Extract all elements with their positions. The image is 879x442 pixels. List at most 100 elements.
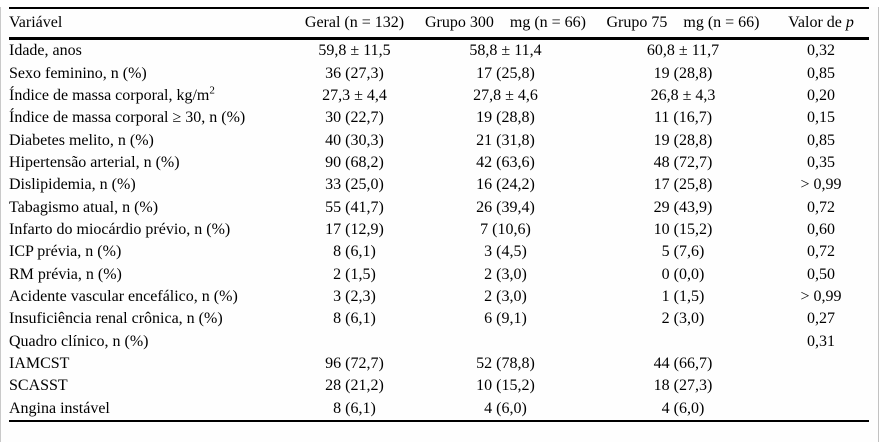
cell-value: 2 (3,0)	[661, 310, 705, 328]
table-row: ICP prévia, n (%) 8 (6,1) 3 (4,5) 5 (7,6) 0,…	[9, 241, 869, 263]
cell-value: 2 (3,0)	[484, 265, 527, 283]
cell-value: 26,8 ± 4,3	[650, 86, 716, 104]
cell-value	[773, 353, 869, 375]
cell-value: 0,72	[807, 243, 835, 261]
table-row: Dislipidemia, n (%) 33 (25,0) 16 (24,2) 17 …	[9, 174, 869, 196]
cell-value: 0 (0,0)	[661, 265, 705, 283]
cell-value: 0,35	[807, 153, 835, 171]
column-header-variavel: Variável	[9, 8, 291, 40]
cell-value: > 0,99	[800, 176, 842, 194]
cell-value	[773, 375, 869, 397]
cell-value: 30 (22,7)	[325, 109, 384, 127]
cell-value: 19 (28,8)	[653, 64, 713, 82]
row-label: Idade, anos	[9, 42, 82, 60]
cell-value: 60,8 ± 11,7	[646, 42, 720, 60]
table-row: Acidente vascular encefálico, n (%) 3 (2,…	[9, 286, 869, 308]
table-row: SCASST 28 (21,2) 10 (15,2) 18 (27,3)	[9, 375, 869, 397]
row-label: Tabagismo atual, n (%)	[9, 198, 159, 216]
cell-value: 19 (28,8)	[653, 131, 713, 149]
cell-value: 4 (6,0)	[661, 399, 705, 417]
cell-value: 11 (16,7)	[653, 109, 713, 127]
table-row: Infarto do miocárdio prévio, n (%) 17 (12…	[9, 219, 869, 241]
cell-value: 2 (1,5)	[333, 265, 376, 283]
header-row: Variável Geral (n = 132) Grupo 300 mg (n…	[9, 8, 869, 40]
row-label: ICP prévia, n (%)	[9, 243, 122, 261]
valor-de-p-italic: p	[845, 14, 854, 31]
cell-value: 1 (1,5)	[661, 287, 705, 305]
row-label-superscript: 2	[209, 84, 215, 97]
table-row: Sexo feminino, n (%) 36 (27,3) 17 (25,8) 19…	[9, 62, 869, 84]
cell-value: 0,72	[807, 198, 835, 216]
cell-value: 2 (3,0)	[484, 287, 527, 305]
cell-value: 0,27	[807, 310, 835, 328]
cell-value: 28 (21,2)	[325, 377, 384, 395]
row-label: Dislipidemia, n (%)	[9, 176, 136, 194]
cell-value: 0,85	[807, 64, 835, 82]
cell-value: 48 (72,7)	[653, 153, 713, 171]
cell-value	[593, 330, 773, 352]
row-label: Diabetes melito, n (%)	[9, 131, 154, 149]
cell-value: 17 (12,9)	[325, 220, 384, 238]
column-header-geral: Geral (n = 132)	[291, 8, 418, 40]
cell-value: 3 (4,5)	[484, 243, 527, 261]
cell-value: 29 (43,9)	[653, 198, 713, 216]
table-row: Insuficiência renal crônica, n (%) 8 (6,1…	[9, 308, 869, 330]
cell-value: 33 (25,0)	[325, 176, 384, 194]
cell-value: 8 (6,1)	[333, 243, 376, 261]
row-label: Acidente vascular encefálico, n (%)	[9, 287, 238, 305]
column-header-grupo-75mg: Grupo 75 mg (n = 66)	[593, 8, 773, 40]
cell-value	[291, 330, 418, 352]
row-label: Angina instável	[9, 399, 110, 417]
cell-value: 59,8 ± 11,5	[318, 42, 391, 60]
cell-value: 96 (72,7)	[325, 354, 384, 372]
row-label: Infarto do miocárdio prévio, n (%)	[9, 220, 231, 238]
column-header-grupo-75mg-label: Grupo 75 mg (n = 66)	[606, 14, 760, 31]
cell-value: 17 (25,8)	[653, 176, 713, 194]
cell-value: 6 (9,1)	[484, 310, 527, 328]
cell-value: 26 (39,4)	[476, 198, 535, 216]
cell-value: 55 (41,7)	[325, 198, 384, 216]
cell-value	[773, 398, 869, 421]
table-row: RM prévia, n (%) 2 (1,5) 2 (3,0) 0 (0,0) 0,5…	[9, 263, 869, 285]
table-header: Variável Geral (n = 132) Grupo 300 mg (n…	[9, 8, 869, 40]
row-label: IAMCST	[9, 354, 70, 372]
table-row: IAMCST 96 (72,7) 52 (78,8) 44 (66,7)	[9, 353, 869, 375]
cell-value: 4 (6,0)	[484, 399, 527, 417]
cell-value	[418, 330, 593, 352]
cell-value: 27,3 ± 4,4	[322, 86, 387, 104]
table-row: Idade, anos 59,8 ± 11,5 58,8 ± 11,4 60,8 ± …	[9, 39, 869, 63]
column-header-variavel-label: Variável	[9, 14, 63, 31]
cell-value: 16 (24,2)	[476, 176, 535, 194]
cell-value: 10 (15,2)	[476, 377, 535, 395]
table-body: Idade, anos 59,8 ± 11,5 58,8 ± 11,4 60,8 ± …	[9, 39, 869, 421]
cell-value: 40 (30,3)	[325, 131, 384, 149]
column-header-valor-de-p: Valor de p	[773, 8, 869, 40]
cell-value: 18 (27,3)	[653, 377, 713, 395]
cell-value: 3 (2,3)	[333, 287, 376, 305]
cell-value: 52 (78,8)	[476, 354, 535, 372]
table-row: Índice de massa corporal ≥ 30, n (%) 30 (…	[9, 107, 869, 129]
table-row: Tabagismo atual, n (%) 55 (41,7) 26 (39,4)…	[9, 196, 869, 218]
cell-value: 0,50	[807, 265, 835, 283]
row-label: Hipertensão arterial, n (%)	[9, 153, 180, 171]
cell-value: 44 (66,7)	[653, 354, 713, 372]
cell-value: 0,20	[807, 86, 835, 104]
cell-value: 36 (27,3)	[325, 64, 384, 82]
row-label: Insuficiência renal crônica, n (%)	[9, 310, 223, 328]
column-header-grupo-300mg: Grupo 300 mg (n = 66)	[418, 8, 593, 40]
column-header-grupo-300mg-label: Grupo 300 mg (n = 66)	[424, 14, 586, 31]
cell-value: 0,32	[807, 42, 835, 60]
paper-table-page: Variável Geral (n = 132) Grupo 300 mg (n…	[0, 7, 879, 442]
cell-value: 21 (31,8)	[476, 131, 535, 149]
column-header-geral-label: Geral (n = 132)	[304, 14, 405, 31]
cell-value: 42 (63,6)	[476, 153, 535, 171]
row-label: RM prévia, n (%)	[9, 265, 122, 283]
table-row: Diabetes melito, n (%) 40 (30,3) 21 (31,8)…	[9, 129, 869, 151]
row-label: Índice de massa corporal ≥ 30, n (%)	[9, 109, 246, 127]
cell-value: 10 (15,2)	[653, 220, 713, 238]
table-row: Angina instável 8 (6,1) 4 (6,0) 4 (6,0)	[9, 398, 869, 421]
baseline-characteristics-table: Variável Geral (n = 132) Grupo 300 mg (n…	[9, 7, 869, 422]
cell-value: 27,8 ± 4,6	[473, 86, 538, 104]
column-header-valor-de-p-label: Valor de p	[788, 14, 854, 31]
table-row: Hipertensão arterial, n (%) 90 (68,2) 42 (…	[9, 152, 869, 174]
